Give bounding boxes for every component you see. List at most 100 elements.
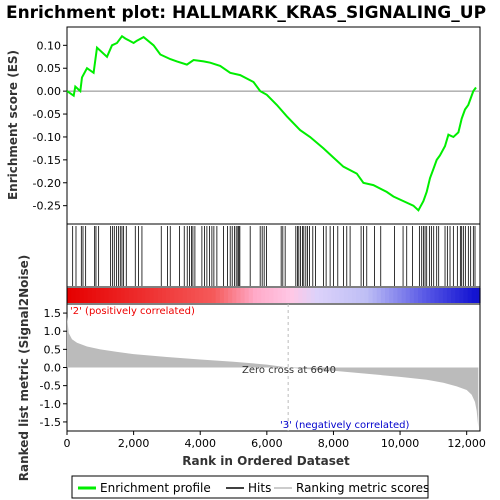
x-tick-label: 10,000: [381, 437, 420, 450]
es-axis-label: Enrichment score (ES): [6, 50, 20, 200]
es-y-tick-label: -0.25: [33, 200, 61, 213]
legend-box: [71, 475, 429, 499]
es-y-tick-label: 0.10: [37, 39, 62, 52]
rank-color-bar-segment: [265, 288, 270, 303]
rank-color-bar-segment: [327, 288, 332, 303]
rank-color-bar-segment: [331, 288, 337, 303]
rank-color-bar-segment: [240, 288, 246, 303]
rank-color-bar-segment: [215, 288, 221, 303]
es-y-tick-label: -0.15: [33, 154, 61, 167]
rank-color-bar-segment: [434, 288, 440, 303]
rank-color-bar-segment: [389, 288, 394, 303]
hits-panel-frame: [66, 223, 481, 288]
rank-color-bar-segment: [393, 288, 398, 303]
x-tick-label: 12,000: [447, 437, 486, 450]
rank-color-bar-segment: [475, 288, 481, 303]
es-y-tick-label: 0.05: [37, 62, 62, 75]
rank-color-bar-segment: [124, 288, 130, 303]
rank-color-bar-segment: [413, 288, 419, 303]
metric-y-tick-label: -1.5: [40, 416, 61, 429]
rank-color-bar-segment: [269, 288, 275, 303]
rank-color-bar-segment: [137, 288, 142, 303]
rank-color-bar-segment: [356, 288, 361, 303]
rank-color-bar-segment: [277, 288, 283, 303]
rank-color-bar-segment: [203, 288, 209, 303]
rank-color-bar-segment: [207, 288, 213, 303]
rank-color-bar-segment: [360, 288, 365, 303]
rank-color-bar-segment: [385, 288, 390, 303]
rank-color-bar-segment: [467, 288, 473, 303]
rank-color-bar-segment: [335, 288, 341, 303]
rank-color-bar-segment: [100, 288, 105, 303]
rank-color-bar-segment: [302, 288, 308, 303]
metric-x-axis: 0 2,000 4,000 6,000 8,000 10,000 12,000: [64, 431, 486, 450]
rank-color-bar-segment: [178, 288, 184, 303]
rank-color-bar-segment: [471, 288, 477, 303]
rank-color-bar-segment: [145, 288, 151, 303]
x-tick-label: 6,000: [251, 437, 283, 450]
metric-axis-label: Ranked list metric (Signal2Noise): [17, 255, 31, 482]
rank-color-bar-segment: [199, 288, 204, 303]
rank-color-bar-segment: [426, 288, 432, 303]
rank-color-bar-segment: [166, 288, 171, 303]
rank-color-bar-segment: [430, 288, 436, 303]
rank-color-bar-segment: [190, 288, 196, 303]
rank-color-bar-segment: [79, 288, 85, 303]
rank-color-bar-segment: [442, 288, 448, 303]
es-panel-frame: [66, 26, 481, 225]
rank-color-bar-segment: [256, 288, 262, 303]
es-y-tick-label: -0.10: [33, 131, 61, 144]
hits-marks: [72, 226, 476, 286]
rank-color-bar-segment: [380, 288, 386, 303]
rank-color-bar-segment: [128, 288, 134, 303]
rank-color-bar-segment: [376, 288, 382, 303]
rank-color-bar-segment: [67, 288, 72, 303]
es-y-axis: 0.10 0.05 0.00 -0.05 -0.10 -0.15 -0.20 -0.25: [33, 39, 67, 213]
rank-color-bar-segment: [318, 288, 324, 303]
legend-hits: Hits: [248, 481, 271, 495]
rank-color-bar-segment: [133, 288, 138, 303]
rank-color-bar-segment: [95, 288, 101, 303]
rank-color-bar-segment: [252, 288, 258, 303]
metric-y-tick-label: -1.0: [40, 398, 61, 411]
metric-y-tick-label: -0.5: [40, 380, 61, 393]
rank-color-bar-segment: [195, 288, 200, 303]
metric-y-tick-label: 1.5: [44, 307, 62, 320]
enrichment-profile-line: [66, 34, 477, 212]
rank-color-bar-segment: [157, 288, 163, 303]
rank-color-bar-segment: [112, 288, 118, 303]
rank-color-bar-segment: [310, 288, 316, 303]
x-tick-label: 4,000: [184, 437, 216, 450]
x-axis-label: Rank in Ordered Dataset: [182, 454, 350, 468]
rank-color-bar-segment: [174, 288, 180, 303]
rank-color-bar-segment: [170, 288, 175, 303]
rank-color-bar-segment: [306, 288, 312, 303]
chart-title: Enrichment plot: HALLMARK_KRAS_SIGNALING…: [6, 3, 486, 23]
rank-color-bar-segment: [364, 288, 370, 303]
rank-color-bar-segment: [418, 288, 423, 303]
rank-color-bar-segment: [232, 288, 237, 303]
es-y-tick-label: 0.00: [37, 85, 62, 98]
rank-color-bar-segment: [455, 288, 460, 303]
rank-color-bar-segment: [186, 288, 192, 303]
x-tick-label: 2,000: [118, 437, 150, 450]
rank-color-bar-segment: [285, 288, 291, 303]
rank-color-bar-segment: [298, 288, 304, 303]
rank-color-bar-segment: [248, 288, 254, 303]
x-tick-label: 0: [64, 437, 71, 450]
metric-y-tick-label: 0.5: [44, 343, 62, 356]
rank-color-bar-segment: [91, 288, 97, 303]
ranking-metric-area: [67, 316, 479, 428]
positive-annotation: '2' (positively correlated): [70, 306, 195, 317]
metric-y-tick-label: 0.0: [44, 362, 62, 375]
rank-color-bar-segment: [71, 288, 76, 303]
rank-color-bar-segment: [219, 288, 225, 303]
rank-color-bar-segment: [451, 288, 456, 303]
x-tick-label: 8,000: [318, 437, 350, 450]
rank-color-bar-segment: [459, 288, 465, 303]
rank-color-bar-segment: [228, 288, 233, 303]
rank-color-bar-segment: [294, 288, 299, 303]
rank-color-bar: [67, 288, 481, 303]
rank-color-bar-segment: [83, 288, 89, 303]
